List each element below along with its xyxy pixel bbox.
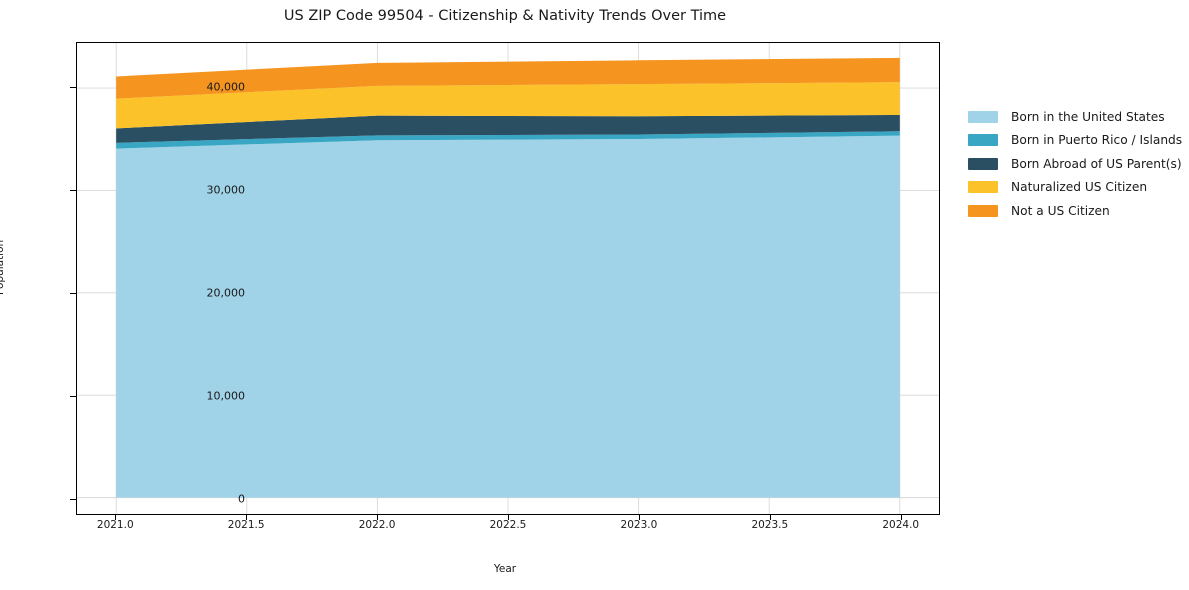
y-tick-label: 0 bbox=[238, 492, 245, 506]
y-tick-label: 20,000 bbox=[206, 286, 246, 300]
area-band bbox=[116, 114, 900, 143]
x-tick-label: 2021.0 bbox=[96, 519, 134, 531]
y-tick-label: 30,000 bbox=[206, 183, 246, 197]
legend-swatch bbox=[968, 181, 998, 194]
x-tick-mark bbox=[769, 515, 771, 520]
y-tick-mark bbox=[70, 87, 76, 89]
area-band bbox=[116, 57, 900, 99]
area-band bbox=[116, 135, 900, 498]
legend-label: Not a US Citizen bbox=[1011, 203, 1110, 218]
legend-label: Born Abroad of US Parent(s) bbox=[1011, 156, 1182, 171]
x-tick-mark bbox=[508, 515, 510, 520]
legend-swatch bbox=[968, 204, 998, 217]
x-tick-label: 2021.5 bbox=[227, 519, 265, 531]
legend-item[interactable]: Born in Puerto Rico / Islands bbox=[968, 129, 1182, 153]
area-band bbox=[116, 82, 900, 129]
legend-swatch bbox=[968, 157, 998, 170]
x-tick-mark bbox=[377, 515, 379, 520]
x-tick-label: 2024.0 bbox=[882, 519, 920, 531]
x-tick-mark bbox=[900, 515, 902, 520]
y-tick-mark bbox=[70, 190, 76, 192]
chart-title: US ZIP Code 99504 - Citizenship & Nativi… bbox=[283, 8, 727, 24]
legend-item[interactable]: Naturalized US Citizen bbox=[968, 176, 1182, 200]
legend-swatch bbox=[968, 110, 998, 123]
legend-label: Born in the United States bbox=[1011, 109, 1165, 124]
chart-legend: Born in the United States Born in Puerto … bbox=[968, 105, 1182, 223]
y-tick-mark bbox=[70, 292, 76, 295]
x-tick-mark bbox=[115, 515, 117, 520]
legend-label: Born in Puerto Rico / Islands bbox=[1011, 133, 1183, 148]
legend-item[interactable]: Born in the United States bbox=[968, 105, 1182, 129]
x-tick-label: 2023.0 bbox=[620, 519, 658, 531]
legend-label: Naturalized US Citizen bbox=[1011, 180, 1148, 195]
x-tick-label: 2023.5 bbox=[751, 519, 789, 531]
legend-item[interactable]: Not a US Citizen bbox=[968, 199, 1182, 223]
y-axis-label: Population bbox=[0, 239, 6, 295]
x-tick-mark bbox=[638, 515, 641, 520]
area-band bbox=[116, 131, 900, 149]
legend-item[interactable]: Born Abroad of US Parent(s) bbox=[968, 152, 1182, 176]
y-tick-mark bbox=[70, 498, 76, 500]
y-tick-mark bbox=[70, 395, 76, 397]
legend-swatch bbox=[968, 134, 998, 147]
x-axis-label: Year bbox=[493, 563, 517, 575]
stacked-area-series bbox=[116, 57, 900, 498]
x-tick-label: 2022.0 bbox=[358, 519, 396, 531]
y-tick-label: 10,000 bbox=[206, 389, 246, 403]
y-tick-label: 40,000 bbox=[206, 80, 246, 94]
x-tick-mark bbox=[246, 515, 248, 520]
plot-area bbox=[76, 42, 940, 515]
x-tick-label: 2022.5 bbox=[489, 519, 527, 531]
plot-inner bbox=[77, 43, 939, 514]
